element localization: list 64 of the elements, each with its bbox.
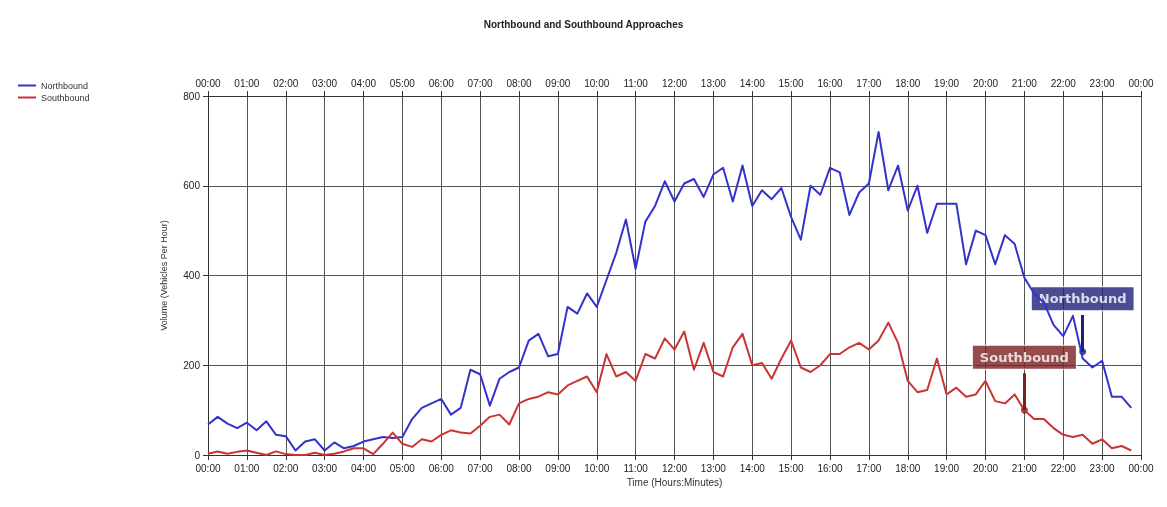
x2-tick-label: 15:00 (778, 77, 805, 89)
x2-tick-label: 14:00 (739, 77, 766, 89)
y-axis-title: Volume (Vehicles Per Hour) (158, 220, 169, 331)
x-tick-label: 03:00 (312, 462, 338, 474)
x2-tick-label: 06:00 (428, 77, 455, 89)
y-tick-label: 600 (183, 180, 201, 192)
y-tick-label: 800 (183, 90, 201, 102)
y-tick-label: 400 (183, 270, 201, 281)
x-tick-label: 21:00 (1011, 462, 1038, 474)
x2-tick-label: 11:00 (623, 77, 649, 89)
x2-tick-label: 13:00 (700, 77, 727, 89)
annotation: Northbound (1038, 291, 1127, 307)
x2-tick-label: 19:00 (934, 77, 960, 89)
x2-tick-label: 07:00 (467, 77, 494, 89)
x2-tick-label: 22:00 (1050, 77, 1077, 89)
line-series (207, 321, 1133, 456)
x2-tick-label: 05:00 (389, 77, 416, 89)
x2-tick-label: 23:00 (1089, 77, 1116, 89)
x2-tick-label: 08:00 (506, 77, 532, 89)
chart-title: Northbound and Southbound Approaches (483, 18, 684, 30)
x-tick-label: 10:00 (584, 462, 610, 474)
legend-label: Southbound (41, 92, 90, 103)
x-tick-label: 02:00 (273, 462, 299, 474)
legend-label: Northbound (41, 80, 89, 91)
x-tick-label: 17:00 (856, 462, 882, 474)
x-tick-label: 05:00 (389, 462, 416, 474)
x-tick-label: 20:00 (972, 462, 999, 474)
x-tick-label: 04:00 (350, 462, 377, 474)
x2-tick-label: 09:00 (545, 77, 571, 89)
x-tick-label: 00:00 (195, 462, 221, 474)
x-tick-label: 12:00 (661, 462, 688, 474)
x-tick-label: 14:00 (739, 462, 766, 474)
x-tick-label: 07:00 (467, 462, 494, 474)
x-tick-label: 18:00 (895, 462, 921, 474)
y-tick-label: 200 (183, 359, 201, 371)
x2-tick-label: 21:00 (1011, 77, 1038, 89)
x-tick-label: 16:00 (817, 462, 843, 474)
x-tick-label: 00:00 (1128, 462, 1154, 474)
x-tick-label: 22:00 (1050, 462, 1077, 474)
x-tick-label: 15:00 (778, 462, 805, 474)
x-tick-label: 09:00 (545, 462, 571, 474)
x-tick-label: 13:00 (700, 462, 727, 474)
x2-tick-label: 20:00 (972, 77, 999, 89)
x2-tick-label: 03:00 (312, 77, 338, 89)
x2-tick-label: 17:00 (856, 77, 882, 89)
x2-tick-label: 16:00 (817, 77, 843, 89)
x-tick-label: 23:00 (1089, 462, 1116, 474)
x2-tick-label: 00:00 (1128, 77, 1154, 89)
x2-tick-label: 00:00 (195, 77, 221, 89)
x2-tick-label: 10:00 (584, 77, 610, 89)
line-series (207, 130, 1133, 452)
x2-tick-label: 01:00 (234, 77, 260, 89)
x-tick-label: 01:00 (234, 462, 260, 474)
x2-tick-label: 18:00 (895, 77, 921, 89)
y-tick-label: 0 (194, 449, 201, 461)
x-tick-label: 19:00 (934, 462, 960, 474)
annotation: Southbound (979, 349, 1069, 365)
x2-tick-label: 12:00 (661, 77, 688, 89)
x-axis-title: Time (Hours:Minutes) (626, 477, 723, 489)
x2-tick-label: 02:00 (273, 77, 299, 89)
x-tick-label: 08:00 (506, 462, 532, 474)
x-tick-label: 06:00 (428, 462, 455, 474)
x-tick-label: 11:00 (623, 462, 649, 474)
x2-tick-label: 04:00 (350, 77, 377, 89)
